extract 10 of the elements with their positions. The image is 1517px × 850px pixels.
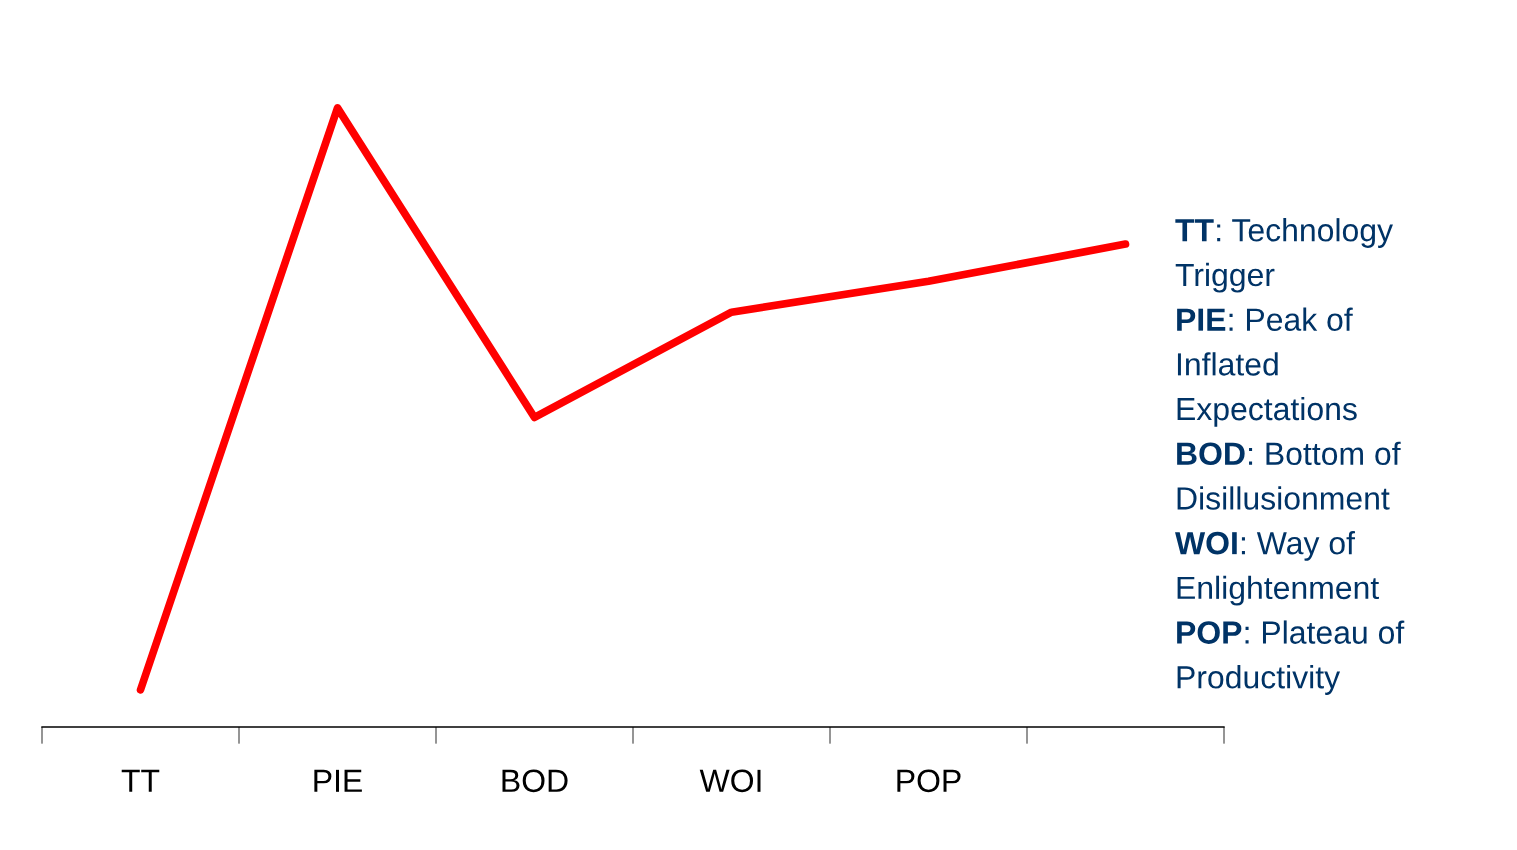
annotation: PIE: Peak of Inflated Expectations	[1177, 307, 1357, 427]
x-tick-label: TT	[121, 769, 160, 792]
annotation: BOD: Bottom of Disillusionment	[1177, 441, 1401, 510]
x-tick-label: PIE	[314, 769, 362, 792]
x-tick-label: POP	[897, 769, 961, 793]
annotation: WOI: Way of Enlightenment	[1175, 531, 1379, 606]
x-tick-label: WOI	[699, 769, 761, 793]
x-tick-label: BOD	[502, 769, 568, 793]
annotation: POP: Plateau of Productivity	[1177, 620, 1405, 695]
annotation: TT: Technology Trigger	[1175, 218, 1393, 293]
